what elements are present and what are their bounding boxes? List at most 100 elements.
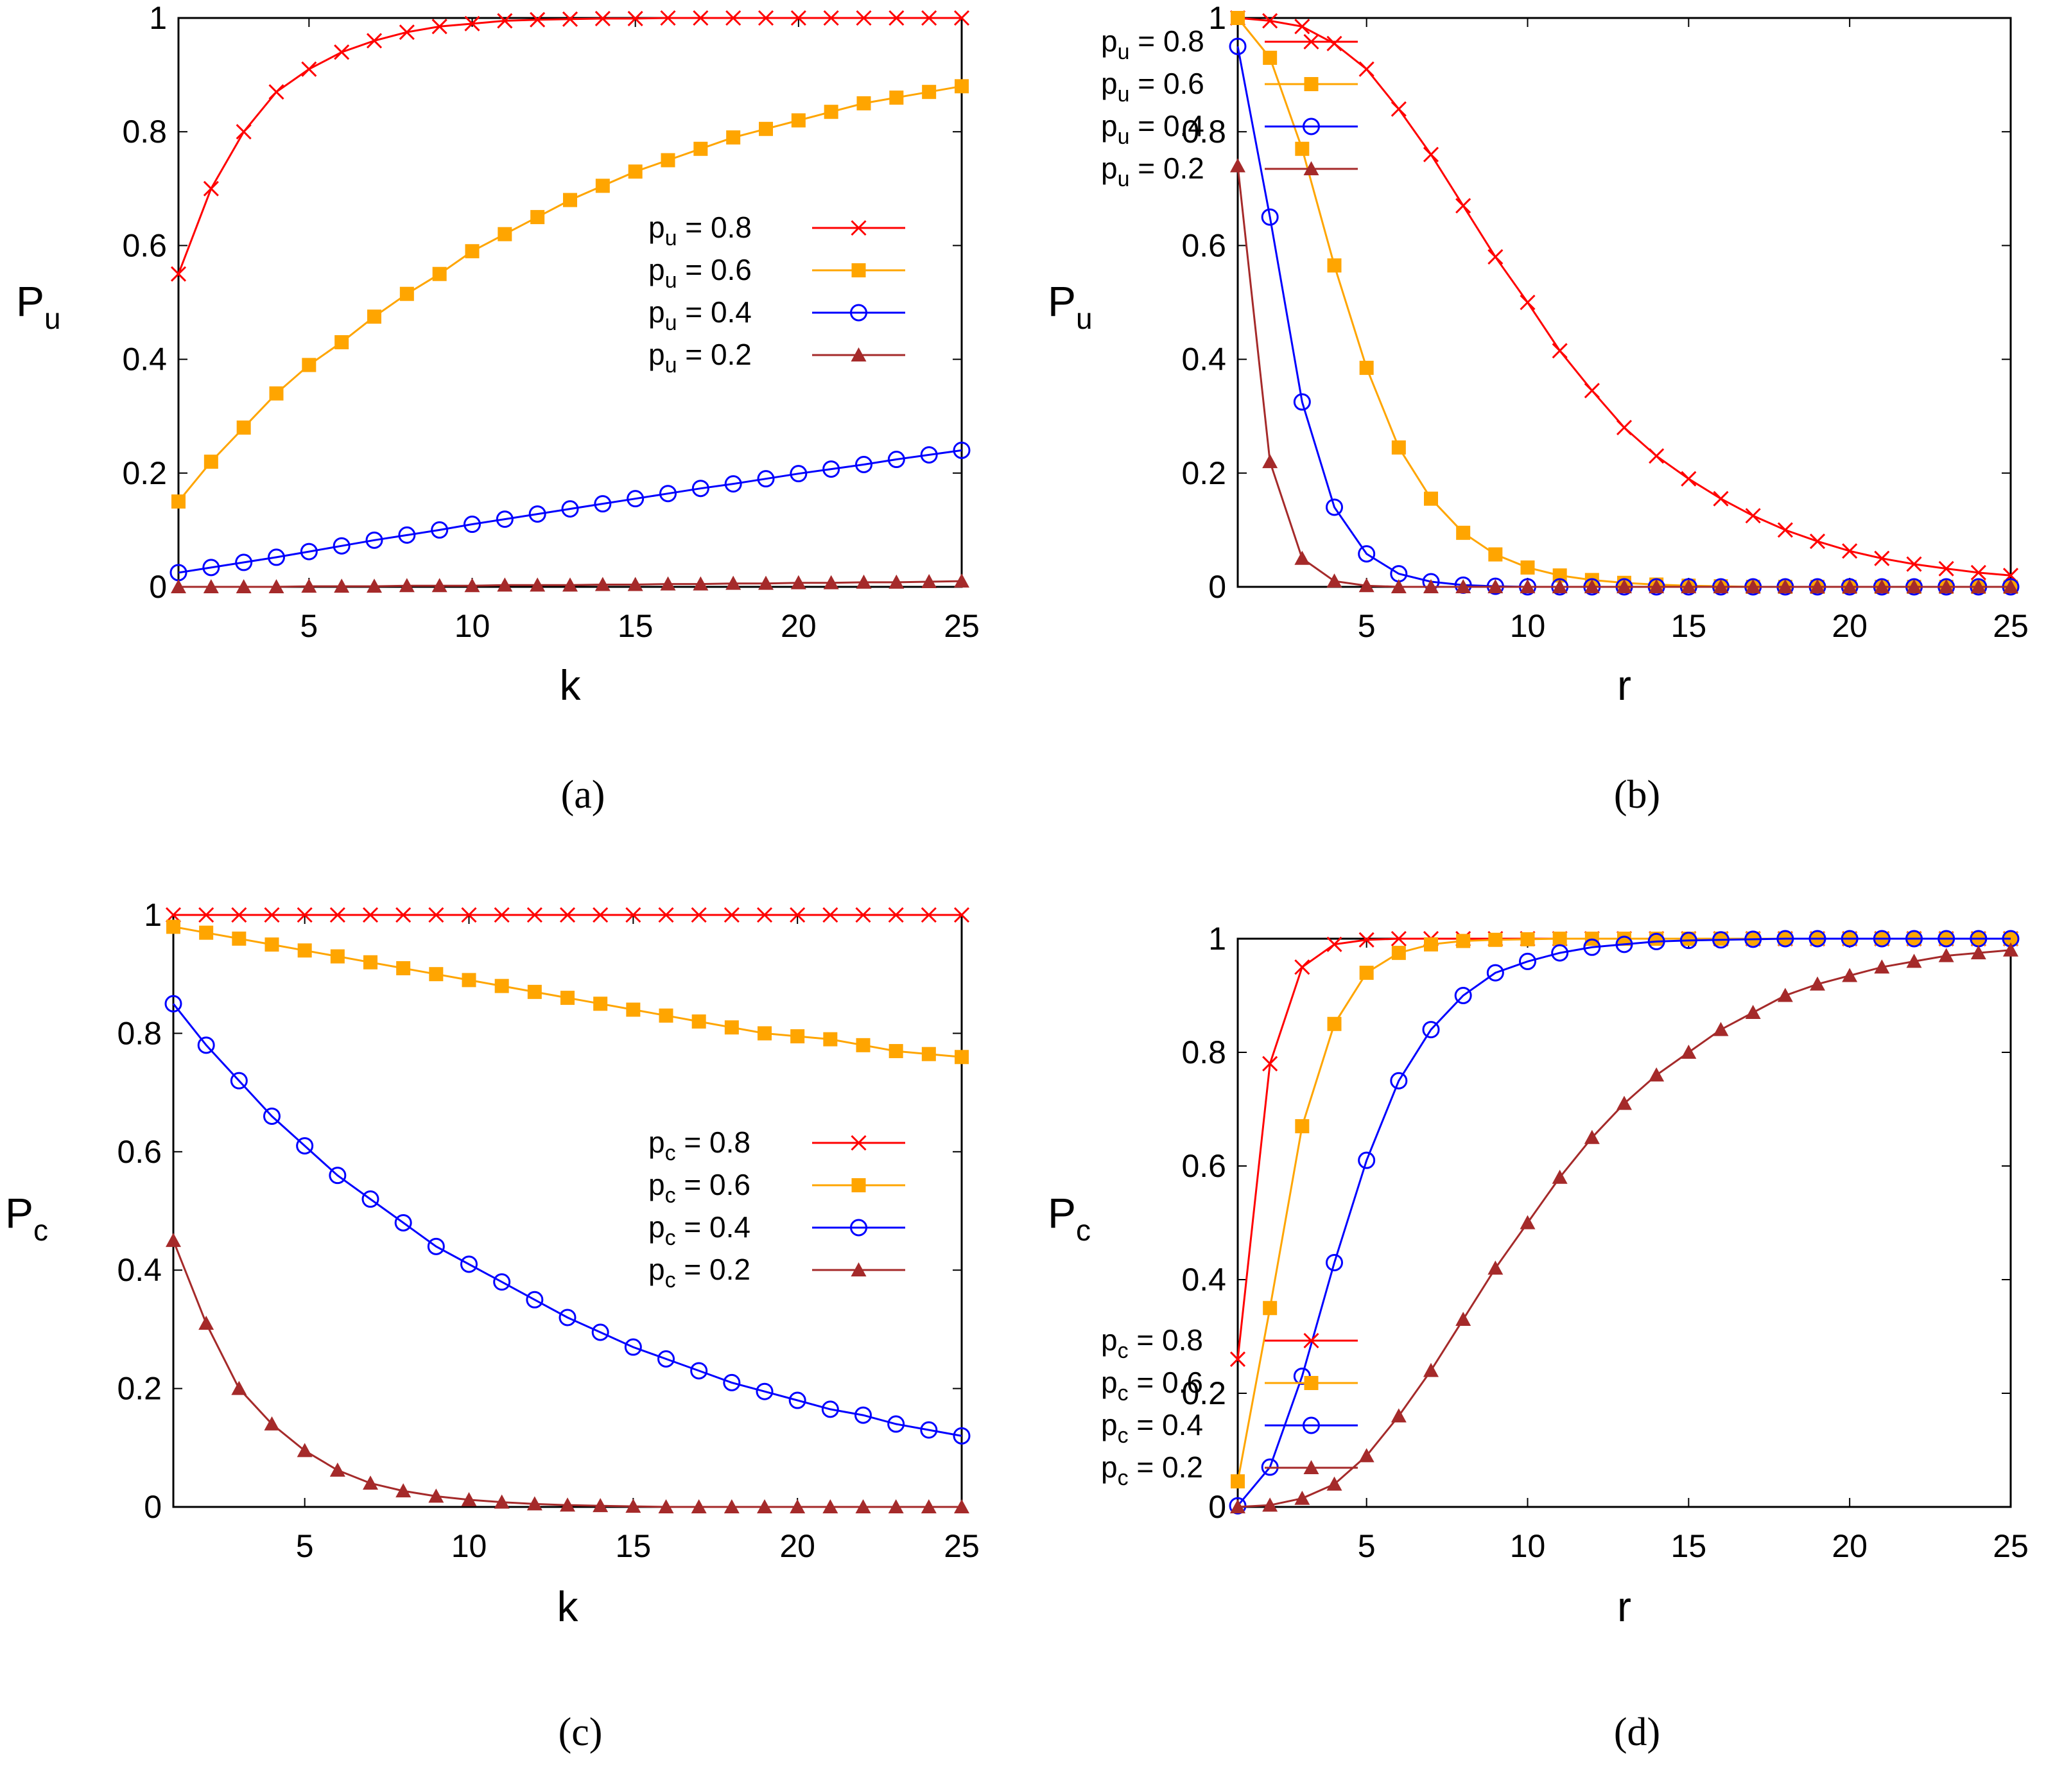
chart-3-data-point-0_2-14 bbox=[1649, 1067, 1665, 1082]
chart-2-legend-item: pc = 0.8 bbox=[648, 1126, 905, 1165]
chart-2-data-point-0_8-10 bbox=[461, 907, 477, 923]
chart-3-yaxis-label-main: P bbox=[1048, 1189, 1076, 1237]
chart-1-legend-label-value: = 0.8 bbox=[1130, 24, 1204, 58]
chart-1-legend-label-name: p bbox=[1101, 24, 1118, 58]
chart-3-data-point-0_4-20 bbox=[1841, 930, 1859, 948]
chart-2-data-point-0_2-18 bbox=[724, 1499, 740, 1513]
chart-0-data-point-0_8-7-stroke-b bbox=[366, 33, 383, 49]
chart-2-yaxis-label-main: P bbox=[5, 1189, 33, 1237]
chart-0-legend-item: pu = 0.8 bbox=[648, 211, 905, 250]
chart-0-data-point-0_8-1 bbox=[170, 266, 187, 282]
chart-0-data-point-0_2-17 bbox=[693, 576, 709, 591]
chart-0-panel-label: (a) bbox=[561, 773, 605, 817]
chart-3-data-point-0_2-13 bbox=[1617, 1095, 1632, 1110]
chart-1-data-point-0_8-13 bbox=[1616, 419, 1633, 435]
chart-0-data-point-0_8-22 bbox=[856, 10, 872, 26]
chart-3-legend-label-name: p bbox=[1101, 1408, 1118, 1441]
chart-0-data-point-0_4-11 bbox=[496, 510, 514, 528]
chart-1-data-point-0_8-7-stroke-b bbox=[1423, 146, 1439, 162]
chart-0-data-point-0_6-25 bbox=[955, 79, 969, 94]
chart-0-data-point-0_8-19-stroke-b bbox=[758, 10, 774, 26]
chart-2-data-point-0_4-18 bbox=[723, 1373, 741, 1391]
chart-2-data-point-0_2-13 bbox=[560, 1497, 575, 1512]
chart-1-data-point-0_4-2 bbox=[1261, 208, 1279, 226]
chart-0-data-point-0_8-15 bbox=[627, 10, 643, 26]
chart-1-ytick-label: 0 bbox=[1208, 569, 1226, 605]
chart-0-data-point-0_2-8 bbox=[399, 578, 415, 593]
chart-0-legend-label-sub: u bbox=[665, 353, 677, 378]
chart-1-data-point-0_8-21 bbox=[1874, 550, 1890, 566]
chart-0-data-point-0_2-11 bbox=[497, 577, 513, 592]
chart-2-data-point-0_2-4 bbox=[264, 1416, 280, 1431]
chart-1-data-point-0_6-9 bbox=[1488, 547, 1503, 562]
chart-3-data-point-0_4-13 bbox=[1615, 935, 1633, 953]
chart-3-xtick-label: 10 bbox=[1510, 1528, 1546, 1564]
chart-1-data-point-0_8-7 bbox=[1423, 146, 1439, 162]
chart-2-legend-swatch-marker bbox=[851, 1135, 867, 1151]
chart-2-data-point-0_8-25-stroke-b bbox=[953, 907, 970, 923]
chart-2-data-point-0_8-6-stroke-b bbox=[329, 907, 345, 923]
chart-1-series-line-0_6 bbox=[1236, 17, 2011, 588]
chart-3-data-point-0_4-7 bbox=[1422, 1021, 1440, 1039]
chart-0-data-point-0_8-2-stroke-b bbox=[203, 180, 219, 196]
chart-0-data-point-0_2-21 bbox=[823, 575, 839, 589]
chart-2-data-point-0_6-23 bbox=[889, 1044, 903, 1059]
chart-2-series-0_6 bbox=[166, 919, 969, 1065]
chart-2-data-point-0_8-6 bbox=[329, 907, 345, 923]
chart-0-legend-label: pu = 0.6 bbox=[648, 253, 752, 293]
chart-1-data-point-0_8-2 bbox=[1262, 13, 1278, 29]
chart-0-xaxis-label: k bbox=[560, 661, 582, 709]
chart-2-data-point-0_8-2 bbox=[198, 907, 214, 923]
chart-2-series-line-0_2 bbox=[172, 1240, 962, 1508]
chart-1-data-point-0_2-7 bbox=[1423, 579, 1439, 593]
chart-0-data-point-0_2-16 bbox=[660, 576, 676, 591]
chart-2-data-point-0_8-17-stroke-b bbox=[691, 907, 707, 923]
chart-2-data-point-0_8-19-stroke-b bbox=[756, 907, 773, 923]
chart-0-data-point-0_8-12 bbox=[530, 12, 546, 28]
chart-3-series-0_8 bbox=[1229, 930, 2019, 1367]
chart-0-data-point-0_2-10 bbox=[464, 578, 480, 593]
chart-2-xtick-label: 25 bbox=[944, 1528, 980, 1564]
chart-0-data-point-0_2-25 bbox=[954, 573, 969, 588]
chart-3-data-point-0_8-2 bbox=[1262, 1056, 1278, 1072]
chart-0-data-point-0_6-12 bbox=[530, 210, 545, 225]
chart-2-data-point-0_8-3-stroke-b bbox=[231, 907, 247, 923]
chart-0-legend-label: pu = 0.2 bbox=[648, 338, 752, 378]
chart-3-data-point-0_6-1 bbox=[1231, 1474, 1245, 1489]
chart-2-legend-label-sub: c bbox=[665, 1141, 676, 1165]
chart-2-data-point-0_4-17 bbox=[690, 1362, 708, 1380]
chart-3-data-point-0_6-8 bbox=[1456, 934, 1471, 948]
chart-0-legend-label-sub: u bbox=[665, 311, 677, 335]
chart-0-data-point-0_8-14-stroke-b bbox=[594, 10, 611, 26]
chart-1-data-point-0_8-15-stroke-b bbox=[1681, 471, 1697, 487]
chart-3-data-point-0_8-5 bbox=[1358, 932, 1374, 948]
chart-0-data-point-0_2-13 bbox=[562, 577, 578, 592]
chart-2-data-point-0_6-16 bbox=[659, 1008, 673, 1023]
chart-1-legend-label-name: p bbox=[1101, 152, 1118, 185]
chart-1-data-point-0_6-7 bbox=[1424, 491, 1438, 506]
chart-1-data-point-0_2-10 bbox=[1520, 579, 1536, 593]
chart-0-data-point-0_2-5 bbox=[301, 578, 317, 593]
chart-2-data-point-0_6-5 bbox=[297, 943, 312, 958]
chart-2-data-point-0_6-10 bbox=[462, 973, 476, 987]
chart-3-data-point-0_4-10 bbox=[1519, 952, 1536, 970]
chart-1-yaxis-label-sub: u bbox=[1076, 302, 1093, 335]
chart-1-xtick-label: 25 bbox=[1993, 608, 2029, 644]
chart-3-data-point-0_6-7 bbox=[1424, 937, 1438, 952]
chart-2-data-point-0_4-24 bbox=[920, 1421, 938, 1439]
chart-0-ytick-label: 0 bbox=[149, 569, 167, 605]
chart-2-ytick-label: 0.6 bbox=[117, 1134, 162, 1170]
chart-3-data-point-0_8-1-stroke-b bbox=[1229, 1351, 1246, 1367]
chart-0-xtick-label: 25 bbox=[944, 608, 980, 644]
chart-0-data-point-0_8-4 bbox=[268, 84, 284, 100]
chart-3-data-point-0_2-24 bbox=[1970, 945, 1986, 960]
chart-2-legend: pc = 0.8pc = 0.6pc = 0.4pc = 0.2 bbox=[648, 1126, 905, 1292]
chart-3-data-point-0_8-6 bbox=[1391, 930, 1407, 947]
chart-0-legend-label: pu = 0.4 bbox=[648, 295, 752, 335]
chart-2-legend-swatch-marker bbox=[851, 1262, 867, 1276]
chart-3-data-point-0_6-4 bbox=[1327, 1016, 1342, 1031]
chart-0-legend-item: pu = 0.2 bbox=[648, 338, 905, 378]
chart-1-data-point-0_8-8 bbox=[1455, 198, 1471, 214]
chart-3-data-point-0_2-15 bbox=[1681, 1045, 1697, 1059]
chart-0-series-line-0_6 bbox=[177, 85, 962, 503]
